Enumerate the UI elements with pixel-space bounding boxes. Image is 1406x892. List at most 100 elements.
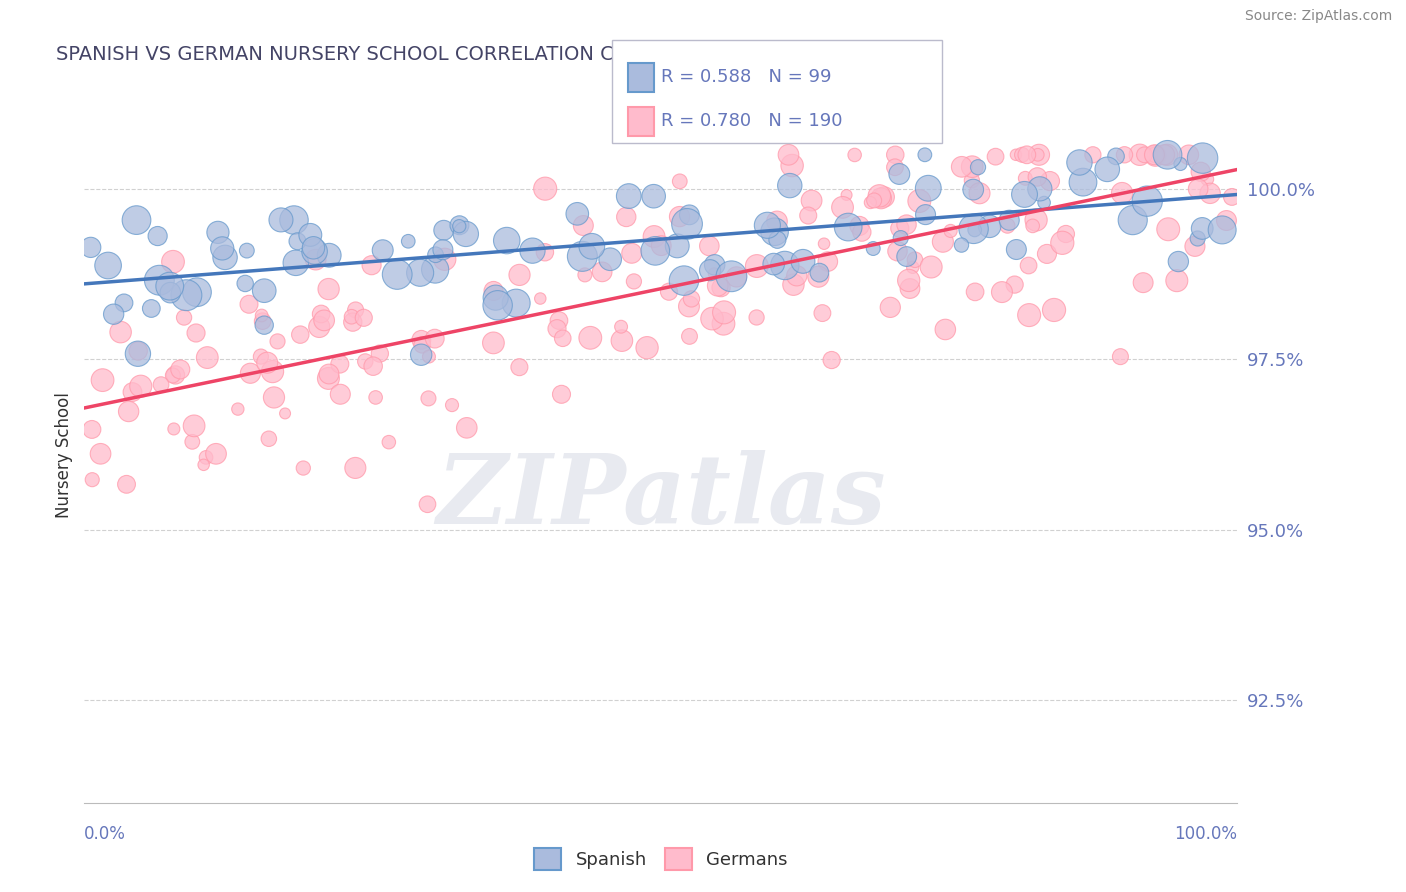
Point xyxy=(1011,148,1033,162)
Point xyxy=(340,310,363,324)
Point xyxy=(159,279,181,293)
Point xyxy=(1189,165,1212,179)
Point xyxy=(423,262,446,277)
Point xyxy=(534,182,557,196)
Point xyxy=(82,473,104,487)
Point xyxy=(1211,223,1233,237)
Point xyxy=(699,239,721,253)
Point xyxy=(186,285,208,300)
Point xyxy=(238,297,260,311)
Point xyxy=(1043,302,1066,317)
Point xyxy=(314,313,336,327)
Point xyxy=(644,244,666,258)
Point xyxy=(1144,149,1167,163)
Point xyxy=(725,269,748,284)
Y-axis label: Nursery School: Nursery School xyxy=(55,392,73,518)
Point xyxy=(800,194,823,208)
Point xyxy=(779,178,801,193)
Point xyxy=(354,354,377,368)
Point xyxy=(304,244,326,259)
Point xyxy=(129,379,152,393)
Point xyxy=(302,241,325,255)
Point xyxy=(920,260,942,274)
Point xyxy=(252,314,274,328)
Point xyxy=(1004,277,1026,292)
Point xyxy=(211,241,233,255)
Point xyxy=(1054,227,1077,241)
Point xyxy=(745,259,768,273)
Point xyxy=(274,406,297,420)
Point xyxy=(263,391,285,405)
Point xyxy=(283,213,305,227)
Point xyxy=(950,238,973,252)
Point xyxy=(127,343,149,358)
Point xyxy=(879,301,901,315)
Point xyxy=(1133,148,1156,162)
Point xyxy=(1170,157,1192,171)
Point xyxy=(162,368,184,383)
Point xyxy=(292,461,315,475)
Point xyxy=(456,421,478,435)
Point xyxy=(141,301,163,316)
Point xyxy=(329,387,352,401)
Point xyxy=(786,268,808,283)
Point xyxy=(193,458,215,472)
Point xyxy=(353,310,375,325)
Point xyxy=(169,362,191,376)
Point xyxy=(1167,254,1189,268)
Point xyxy=(1069,155,1091,169)
Point xyxy=(173,310,195,325)
Point xyxy=(1036,247,1059,261)
Point xyxy=(236,244,259,258)
Point xyxy=(914,208,936,222)
Point xyxy=(884,148,907,162)
Point xyxy=(253,318,276,333)
Point xyxy=(859,195,882,210)
Point xyxy=(318,371,340,385)
Point xyxy=(792,254,814,268)
Point xyxy=(1156,148,1178,162)
Point xyxy=(1071,175,1094,189)
Point xyxy=(745,310,768,325)
Point xyxy=(195,450,218,465)
Point xyxy=(522,244,544,258)
Point xyxy=(720,269,742,284)
Point xyxy=(1187,182,1209,196)
Point xyxy=(250,350,273,364)
Point xyxy=(778,148,800,162)
Point xyxy=(546,321,568,335)
Point xyxy=(1187,231,1209,245)
Point xyxy=(1014,171,1036,186)
Point xyxy=(80,422,103,436)
Point xyxy=(308,320,330,334)
Point xyxy=(873,190,896,204)
Point xyxy=(766,214,789,228)
Point xyxy=(115,477,138,491)
Text: R = 0.780   N = 190: R = 0.780 N = 190 xyxy=(661,112,842,130)
Point xyxy=(270,213,292,227)
Point xyxy=(831,200,853,214)
Point xyxy=(262,365,284,379)
Point xyxy=(844,148,866,162)
Point xyxy=(117,404,139,418)
Point xyxy=(904,252,927,267)
Point xyxy=(897,273,920,287)
Point xyxy=(917,181,939,195)
Point xyxy=(329,357,352,371)
Point xyxy=(112,296,135,310)
Point xyxy=(411,348,433,362)
Point xyxy=(485,291,508,305)
Point xyxy=(962,222,984,236)
Point xyxy=(862,242,884,256)
Point xyxy=(110,325,132,339)
Point xyxy=(1191,221,1213,235)
Point xyxy=(290,327,312,342)
Point xyxy=(1026,169,1049,184)
Point xyxy=(808,266,831,280)
Point xyxy=(1018,259,1040,273)
Point xyxy=(318,248,340,262)
Point xyxy=(360,258,382,272)
Point xyxy=(266,334,288,349)
Point xyxy=(1052,235,1074,250)
Point xyxy=(371,244,394,258)
